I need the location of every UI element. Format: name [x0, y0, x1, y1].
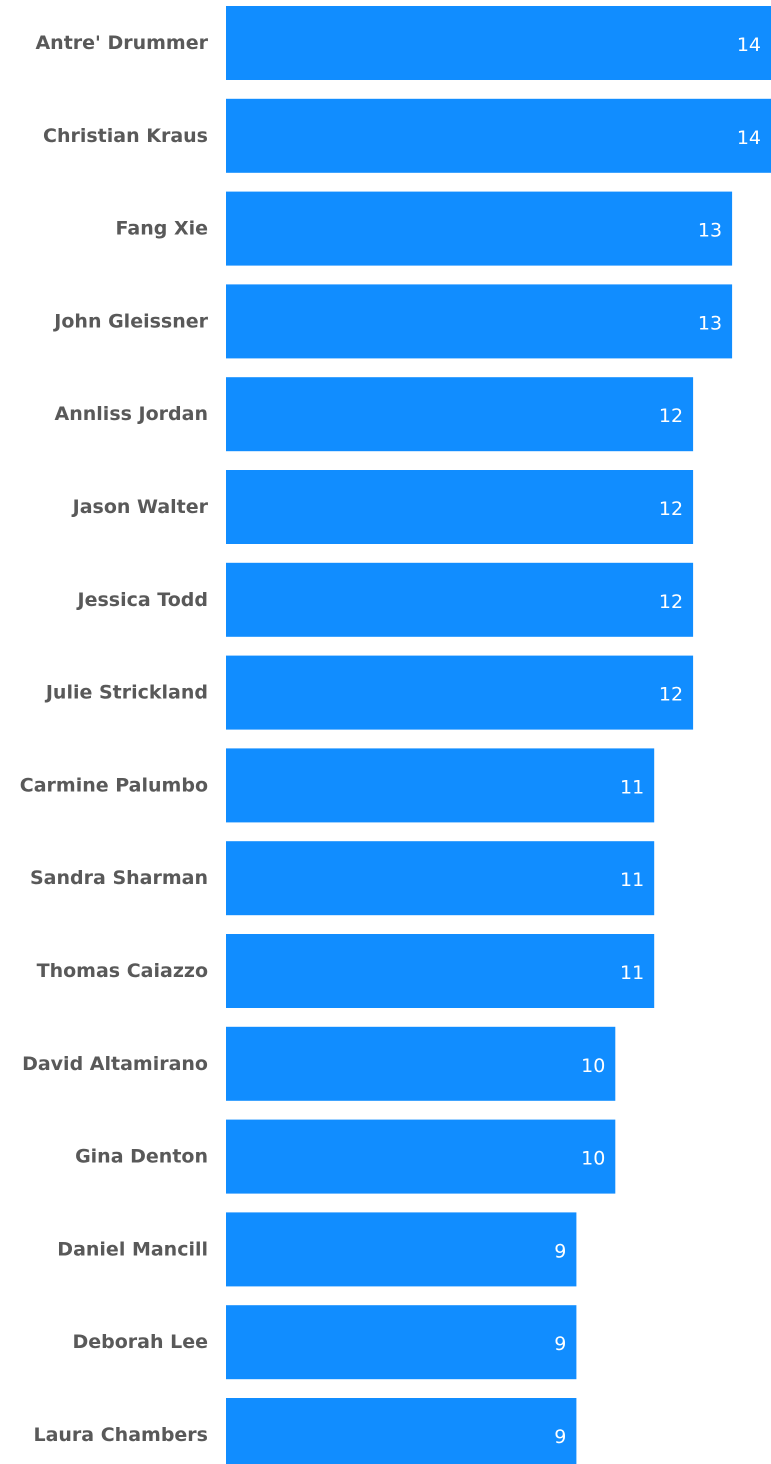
category-label: Deborah Lee — [72, 1331, 208, 1353]
bar — [226, 1305, 577, 1380]
data-label: 12 — [659, 498, 683, 520]
category-label: Sandra Sharman — [30, 867, 208, 889]
bar — [226, 748, 655, 823]
bars-group — [226, 6, 771, 1464]
category-label: Christian Kraus — [43, 125, 208, 147]
bar — [226, 1119, 616, 1194]
data-label: 14 — [737, 34, 761, 56]
category-label: David Altamirano — [22, 1053, 208, 1075]
bar — [226, 1398, 577, 1464]
data-label: 9 — [554, 1333, 566, 1355]
bar — [226, 1026, 616, 1101]
category-label: Fang Xie — [116, 218, 208, 240]
bar — [226, 191, 733, 266]
value-labels-group: 14 14 13 13 12 12 12 12 11 11 11 10 10 9 9 9 — [554, 34, 761, 1448]
bar — [226, 934, 655, 1008]
category-label: Antre' Drummer — [35, 32, 208, 54]
data-label: 14 — [737, 127, 761, 149]
bar — [226, 470, 694, 544]
data-label: 10 — [581, 1055, 605, 1077]
category-label: Laura Chambers — [33, 1424, 208, 1446]
data-label: 12 — [659, 591, 683, 613]
category-labels-group: Antre' Drummer Christian Kraus Fang Xie Joh… — [20, 32, 209, 1446]
bar — [226, 98, 771, 173]
category-label: Jessica Todd — [76, 589, 208, 611]
bar — [226, 6, 771, 80]
category-label: Daniel Mancill — [57, 1238, 208, 1260]
category-label: Carmine Palumbo — [20, 774, 208, 796]
category-label: John Gleissner — [52, 310, 208, 332]
category-label: Gina Denton — [75, 1146, 208, 1168]
bar — [226, 655, 694, 730]
data-label: 12 — [659, 684, 683, 706]
bar — [226, 377, 694, 452]
data-label: 11 — [620, 962, 644, 984]
bar — [226, 1212, 577, 1287]
data-label: 9 — [554, 1426, 566, 1448]
data-label: 13 — [698, 220, 722, 242]
data-label: 11 — [620, 869, 644, 891]
data-label: 10 — [581, 1148, 605, 1170]
category-label: Jason Walter — [71, 496, 209, 518]
bar — [226, 284, 733, 359]
data-label: 11 — [620, 776, 644, 798]
category-label: Annliss Jordan — [55, 403, 208, 425]
category-label: Thomas Caiazzo — [37, 960, 208, 982]
category-label: Julie Strickland — [44, 682, 208, 704]
data-label: 9 — [554, 1240, 566, 1262]
bar — [226, 841, 655, 916]
data-label: 12 — [659, 405, 683, 427]
bar — [226, 562, 694, 637]
data-label: 13 — [698, 312, 722, 334]
